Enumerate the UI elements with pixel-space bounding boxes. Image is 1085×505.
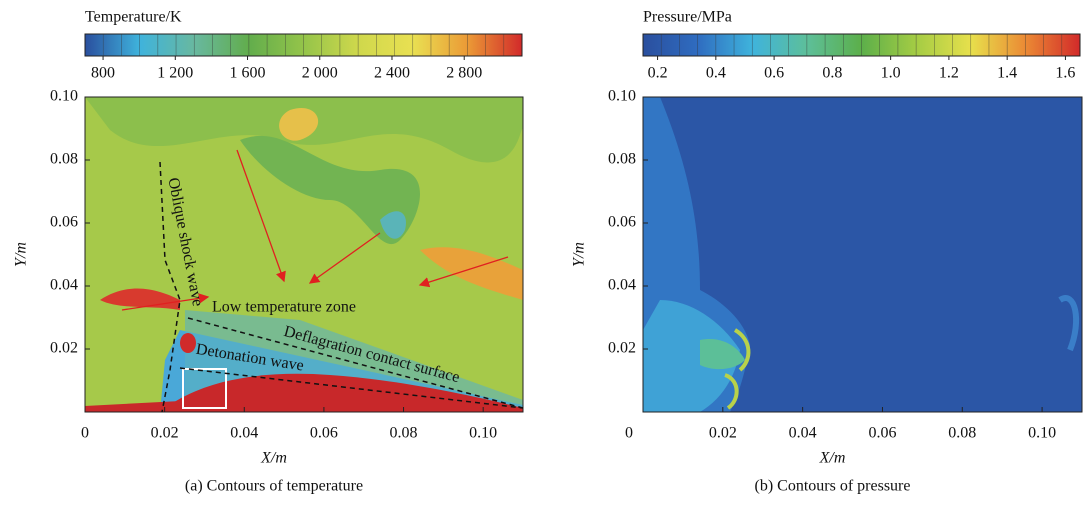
colorbar-tick-label: 2 000 [302, 65, 338, 82]
temperature-field [85, 97, 523, 412]
x-tick-label: 0 [625, 425, 633, 442]
x-tick-label: 0.08 [390, 425, 418, 442]
y-axis-label: Y/m [13, 242, 30, 267]
colorbar-tick-label: 1.2 [939, 65, 959, 82]
annotation: Low temperature zone [212, 299, 356, 316]
x-tick-label: 0.06 [310, 425, 338, 442]
y-tick-label: 0.08 [608, 151, 636, 168]
colorbar-tick-label: 2 800 [446, 65, 482, 82]
pressure-field [643, 97, 1082, 412]
detonation-line [179, 367, 524, 409]
colorbar-tick-label: 1 200 [157, 65, 193, 82]
x-tick-label: 0.10 [1028, 425, 1056, 442]
y-tick-label: 0.06 [50, 214, 78, 231]
colorbar-tick-label: 2 400 [374, 65, 410, 82]
colorbar-tick-label: 1 600 [230, 65, 266, 82]
colorbar-tick-label: 0.4 [706, 65, 726, 82]
x-axis-label: X/m [819, 450, 846, 467]
y-tick-label: 0.10 [50, 88, 78, 105]
colorbar-tick-label: 0.8 [822, 65, 842, 82]
caption: (b) Contours of pressure [755, 478, 911, 495]
x-axis-label: X/m [260, 450, 287, 467]
x-tick-label: 0 [81, 425, 89, 442]
x-tick-label: 0.02 [709, 425, 737, 442]
highlight-box [182, 368, 227, 409]
x-tick-label: 0.06 [868, 425, 896, 442]
plot-frame [84, 96, 524, 413]
y-tick-label: 0.02 [608, 340, 636, 357]
shock-line [159, 161, 181, 413]
colorbar-tick-label: 1.6 [1055, 65, 1075, 82]
colorbar-tick-label: 1.0 [881, 65, 901, 82]
colorbar-tick-label: 1.4 [997, 65, 1017, 82]
contact-line [187, 317, 524, 409]
y-tick-label: 0.10 [608, 88, 636, 105]
plot-frame [642, 96, 1083, 413]
colorbar-title: Pressure/MPa [643, 9, 732, 26]
y-axis-label: Y/m [571, 242, 588, 267]
y-tick-label: 0.04 [608, 277, 636, 294]
y-tick-label: 0.02 [50, 340, 78, 357]
colorbar-tick-label: 0.6 [764, 65, 784, 82]
colorbar-title: Temperature/K [85, 9, 182, 26]
colorbar-tick-label: 0.2 [648, 65, 668, 82]
y-tick-label: 0.04 [50, 277, 78, 294]
x-tick-label: 0.10 [469, 425, 497, 442]
x-tick-label: 0.04 [230, 425, 258, 442]
y-tick-label: 0.08 [50, 151, 78, 168]
caption: (a) Contours of temperature [185, 478, 363, 495]
x-tick-label: 0.04 [789, 425, 817, 442]
colorbar-tick-label: 800 [91, 65, 115, 82]
y-tick-label: 0.06 [608, 214, 636, 231]
x-tick-label: 0.02 [151, 425, 179, 442]
x-tick-label: 0.08 [948, 425, 976, 442]
